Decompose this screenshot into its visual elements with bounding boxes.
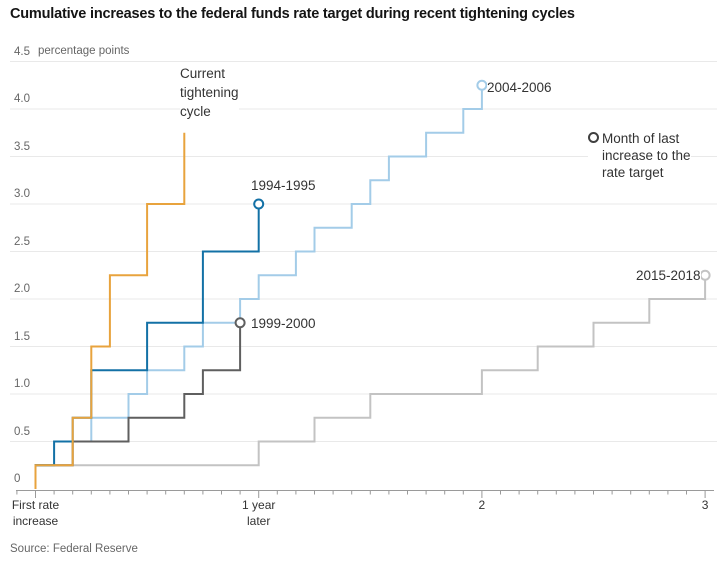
x-axis-tick-label: First rate increase bbox=[11, 498, 60, 528]
y-axis-tick-label: 0.5 bbox=[14, 425, 30, 438]
y-axis-tick-label: 0 bbox=[14, 473, 21, 485]
annotation-1999-2000: 1999-2000 bbox=[251, 315, 316, 332]
series-line-2004-2006 bbox=[34, 85, 483, 489]
y-axis-tick-label: 1.5 bbox=[14, 330, 30, 343]
series-line-2015-2018 bbox=[34, 275, 707, 489]
open-circle-marker-icon bbox=[588, 132, 599, 143]
x-axis-tick-label: 3 bbox=[701, 498, 709, 512]
source-note: Source: Federal Reserve bbox=[10, 543, 138, 555]
last-increase-marker-1994-1995 bbox=[253, 198, 265, 210]
y-axis-unit-label: percentage points bbox=[38, 45, 130, 57]
x-axis-tick-label: 1 year later bbox=[242, 498, 276, 528]
last-increase-marker-2015-2018 bbox=[699, 269, 711, 281]
y-axis-tick-label: 4.5 bbox=[14, 45, 30, 58]
legend-label: Month of last increase to the rate targe… bbox=[602, 131, 691, 180]
series-line-1999-2000 bbox=[34, 322, 242, 489]
last-increase-marker-2004-2006 bbox=[476, 79, 488, 91]
annotation-current-cycle: Current tightening cycle bbox=[180, 64, 239, 121]
legend: Month of last increase to the rate targe… bbox=[588, 130, 691, 183]
series-line-current-tightening-cycle bbox=[34, 132, 186, 489]
last-increase-marker-1999-2000 bbox=[234, 317, 246, 329]
annotation-1994-1995: 1994-1995 bbox=[251, 177, 316, 194]
y-axis-tick-label: 2.5 bbox=[14, 235, 30, 248]
chart-title: Cumulative increases to the federal fund… bbox=[10, 6, 575, 22]
x-axis-tick-label: 2 bbox=[478, 498, 486, 512]
annotation-2015-2018: 2015-2018 bbox=[636, 267, 701, 284]
y-axis-tick-label: 2.0 bbox=[14, 283, 30, 295]
y-axis-tick-label: 3.0 bbox=[14, 188, 30, 200]
annotation-2004-2006: 2004-2006 bbox=[487, 79, 552, 96]
y-axis-tick-label: 4.0 bbox=[14, 93, 30, 105]
y-axis-tick-label: 3.5 bbox=[14, 140, 30, 153]
y-axis-tick-label: 1.0 bbox=[14, 378, 30, 390]
